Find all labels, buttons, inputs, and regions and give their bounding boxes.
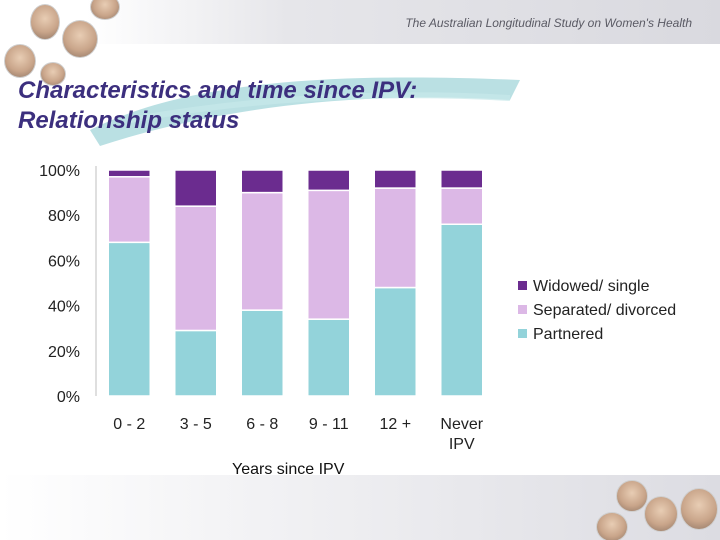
title-line-2: Relationship status	[18, 107, 240, 134]
title-line-1: Characteristics and time since IPV:	[18, 77, 418, 104]
bar-segment	[107, 169, 151, 178]
x-tick-label: 9 - 11	[309, 416, 349, 433]
portrait-photo-icon	[616, 480, 648, 512]
portrait-photo-icon	[644, 496, 678, 532]
x-tick-label: 0 - 2	[113, 416, 145, 433]
study-name: The Australian Longitudinal Study on Wom…	[405, 16, 692, 30]
y-tick-label: 60%	[48, 253, 80, 270]
slide-title: Characteristics and time since IPV: Rela…	[18, 76, 417, 136]
legend-swatch	[518, 281, 527, 290]
brush-swoosh-decoration	[90, 77, 520, 146]
bar-segment	[240, 191, 284, 311]
legend-label: Widowed/ single	[533, 278, 650, 295]
bar-segment	[307, 318, 351, 397]
portrait-photo-icon	[62, 20, 98, 58]
x-tick-label: 3 - 5	[180, 416, 212, 433]
y-tick-label: 20%	[48, 344, 80, 361]
bar-segment	[307, 169, 351, 192]
legend-label: Partnered	[533, 326, 603, 343]
x-tick-label: Never IPV	[440, 416, 483, 453]
bar-segment	[440, 169, 484, 189]
portrait-photo-icon	[30, 4, 60, 40]
bar-segment	[440, 187, 484, 225]
legend-label: Separated/ divorced	[533, 302, 676, 319]
legend-swatch	[518, 305, 527, 314]
bar-segment	[373, 286, 417, 397]
legend-swatch	[518, 329, 527, 338]
bar-segment	[174, 329, 218, 397]
bar-segment	[174, 205, 218, 332]
bar-segment	[307, 189, 351, 320]
header-band	[0, 0, 720, 44]
x-tick-label: 6 - 8	[246, 416, 278, 433]
bar-segment	[107, 176, 151, 244]
portrait-photo-icon	[90, 0, 120, 20]
y-tick-label: 100%	[39, 163, 80, 180]
bar-segment	[240, 169, 284, 194]
portrait-photo-icon	[40, 62, 66, 86]
y-tick-label: 0%	[57, 389, 80, 406]
bar-segment	[174, 169, 218, 207]
bar-segment	[107, 241, 151, 397]
bar-segment	[240, 309, 284, 397]
x-tick-label: 12 +	[379, 416, 411, 433]
x-axis-label: Years since IPV	[232, 461, 345, 478]
portrait-photo-icon	[4, 44, 36, 78]
portrait-photo-icon	[596, 512, 628, 540]
bar-segment	[440, 223, 484, 397]
bar-segment	[373, 187, 417, 289]
y-tick-label: 40%	[48, 299, 80, 316]
portrait-photo-icon	[680, 488, 718, 530]
y-tick-label: 80%	[48, 208, 80, 225]
bar-segment	[373, 169, 417, 189]
